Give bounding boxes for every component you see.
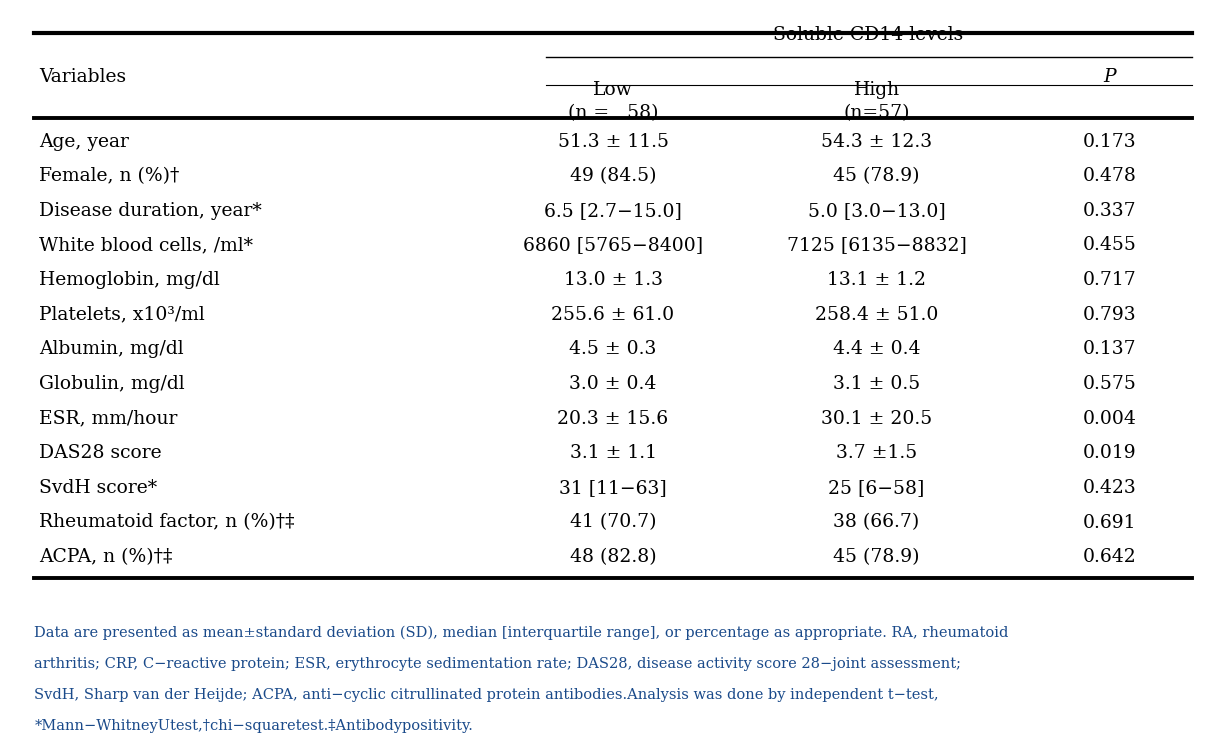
Text: 0.642: 0.642: [1083, 548, 1137, 566]
Text: Data are presented as mean±standard deviation (SD), median [interquartile range]: Data are presented as mean±standard devi…: [34, 626, 1009, 640]
Text: 5.0 [3.0−13.0]: 5.0 [3.0−13.0]: [808, 202, 945, 220]
Text: 0.455: 0.455: [1083, 237, 1137, 254]
Text: 6.5 [2.7−15.0]: 6.5 [2.7−15.0]: [544, 202, 682, 220]
Text: Low
(n =   58): Low (n = 58): [568, 81, 658, 122]
Text: 25 [6−58]: 25 [6−58]: [829, 479, 924, 497]
Text: 30.1 ± 20.5: 30.1 ± 20.5: [821, 410, 932, 427]
Text: High
(n=57): High (n=57): [843, 81, 910, 122]
Text: 51.3 ± 11.5: 51.3 ± 11.5: [558, 133, 668, 150]
Text: 4.4 ± 0.4: 4.4 ± 0.4: [832, 340, 921, 358]
Text: 49 (84.5): 49 (84.5): [570, 167, 656, 185]
Text: 0.137: 0.137: [1083, 340, 1137, 358]
Text: Rheumatoid factor, n (%)†‡: Rheumatoid factor, n (%)†‡: [39, 514, 294, 531]
Text: 0.173: 0.173: [1083, 133, 1137, 150]
Text: 38 (66.7): 38 (66.7): [834, 514, 920, 531]
Text: 258.4 ± 51.0: 258.4 ± 51.0: [815, 306, 938, 324]
Text: 0.337: 0.337: [1083, 202, 1137, 220]
Text: P: P: [1103, 69, 1116, 86]
Text: 0.423: 0.423: [1083, 479, 1137, 497]
Text: 13.1 ± 1.2: 13.1 ± 1.2: [828, 271, 926, 289]
Text: 0.478: 0.478: [1083, 167, 1137, 185]
Text: 3.1 ± 0.5: 3.1 ± 0.5: [832, 375, 921, 393]
Text: 0.717: 0.717: [1083, 271, 1137, 289]
Text: 45 (78.9): 45 (78.9): [834, 167, 920, 185]
Text: White blood cells, /ml*: White blood cells, /ml*: [39, 237, 254, 254]
Text: 3.7 ±1.5: 3.7 ±1.5: [836, 444, 917, 462]
Text: arthritis; CRP, C−reactive protein; ESR, erythrocyte sedimentation rate; DAS28, : arthritis; CRP, C−reactive protein; ESR,…: [34, 657, 961, 671]
Text: 20.3 ± 15.6: 20.3 ± 15.6: [558, 410, 668, 427]
Text: Platelets, x10³/ml: Platelets, x10³/ml: [39, 306, 205, 324]
Text: Disease duration, year*: Disease duration, year*: [39, 202, 262, 220]
Text: ESR, mm/hour: ESR, mm/hour: [39, 410, 178, 427]
Text: 0.691: 0.691: [1083, 514, 1137, 531]
Text: Albumin, mg/dl: Albumin, mg/dl: [39, 340, 184, 358]
Text: Globulin, mg/dl: Globulin, mg/dl: [39, 375, 185, 393]
Text: 31 [11−63]: 31 [11−63]: [559, 479, 667, 497]
Text: 6860 [5765−8400]: 6860 [5765−8400]: [524, 237, 702, 254]
Text: 0.004: 0.004: [1083, 410, 1137, 427]
Text: ACPA, n (%)†‡: ACPA, n (%)†‡: [39, 548, 173, 566]
Text: DAS28 score: DAS28 score: [39, 444, 162, 462]
Text: *Mann−WhitneyUtest,†chi−squaretest.‡Antibodypositivity.: *Mann−WhitneyUtest,†chi−squaretest.‡Anti…: [34, 719, 473, 733]
Text: SvdH, Sharp van der Heijde; ACPA, anti−cyclic citrullinated protein antibodies.A: SvdH, Sharp van der Heijde; ACPA, anti−c…: [34, 688, 939, 702]
Text: SvdH score*: SvdH score*: [39, 479, 157, 497]
Text: 3.1 ± 1.1: 3.1 ± 1.1: [570, 444, 656, 462]
Text: 255.6 ± 61.0: 255.6 ± 61.0: [552, 306, 674, 324]
Text: Hemoglobin, mg/dl: Hemoglobin, mg/dl: [39, 271, 219, 289]
Text: 0.575: 0.575: [1083, 375, 1137, 393]
Text: Age, year: Age, year: [39, 133, 129, 150]
Text: 13.0 ± 1.3: 13.0 ± 1.3: [564, 271, 662, 289]
Text: 45 (78.9): 45 (78.9): [834, 548, 920, 566]
Text: 0.019: 0.019: [1083, 444, 1137, 462]
Text: 7125 [6135−8832]: 7125 [6135−8832]: [787, 237, 966, 254]
Text: 48 (82.8): 48 (82.8): [570, 548, 656, 566]
Text: Soluble CD14 levels: Soluble CD14 levels: [774, 27, 964, 44]
Text: Variables: Variables: [39, 69, 126, 86]
Text: 4.5 ± 0.3: 4.5 ± 0.3: [569, 340, 657, 358]
Text: 3.0 ± 0.4: 3.0 ± 0.4: [569, 375, 657, 393]
Text: Female, n (%)†: Female, n (%)†: [39, 167, 179, 185]
Text: 54.3 ± 12.3: 54.3 ± 12.3: [821, 133, 932, 150]
Text: 41 (70.7): 41 (70.7): [570, 514, 656, 531]
Text: 0.793: 0.793: [1083, 306, 1137, 324]
